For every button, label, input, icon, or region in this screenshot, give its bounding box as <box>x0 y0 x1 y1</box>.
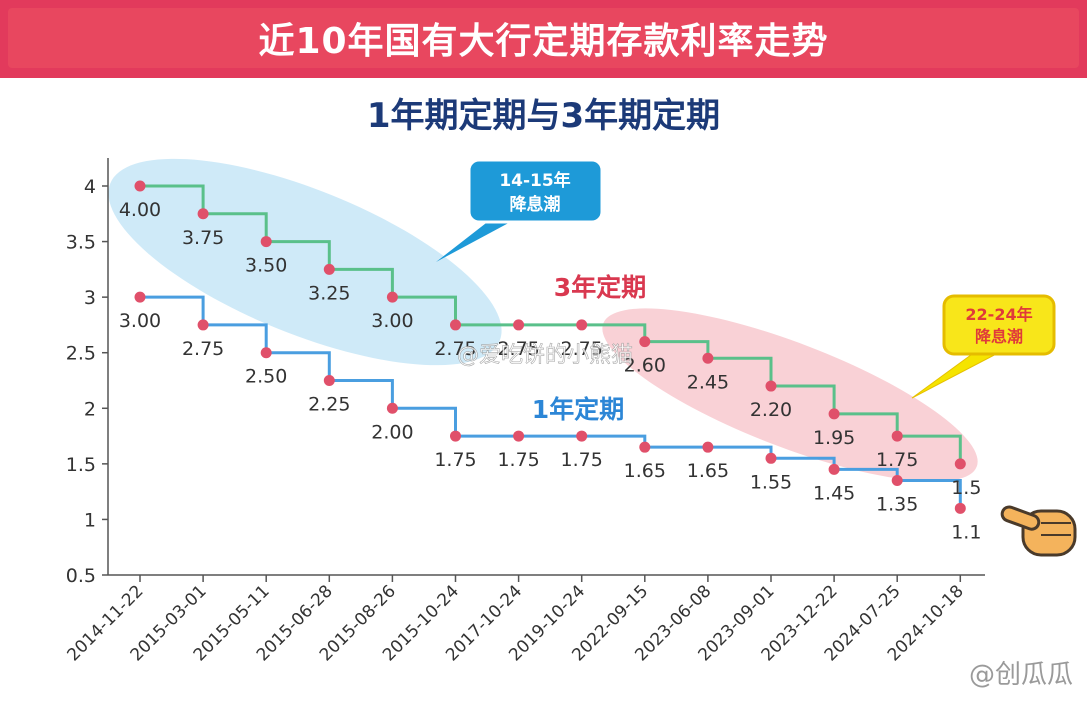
callout-pointer-2014 <box>436 220 514 262</box>
band-2022-2024 <box>602 308 978 482</box>
data-point <box>450 430 461 442</box>
data-point <box>450 319 461 331</box>
data-label: 2.75 <box>561 338 603 360</box>
data-point <box>134 180 146 192</box>
watermark-center-text: @爱吃饼的小熊猫 <box>457 343 633 368</box>
data-point <box>828 463 840 475</box>
data-label: 1.5 <box>951 477 981 499</box>
data-label: 1.55 <box>750 471 792 493</box>
watermark-center: @爱吃饼的小熊猫 <box>457 343 634 369</box>
pointing-hand-icon <box>1000 505 1077 557</box>
data-points <box>134 180 966 514</box>
data-point <box>386 402 398 414</box>
data-point <box>260 347 272 359</box>
data-label: 3.00 <box>371 310 413 332</box>
title-banner-inner: 近10年国有大行定期存款利率走势 <box>8 8 1079 68</box>
title-banner: 近10年国有大行定期存款利率走势 <box>0 0 1087 78</box>
data-point <box>197 319 209 331</box>
series-label-1yr: 1年定期 <box>532 395 624 424</box>
data-point <box>197 208 209 220</box>
data-point <box>513 319 525 331</box>
data-label: 2.45 <box>687 371 729 393</box>
callout-text-2014: 降息潮 <box>510 194 561 215</box>
data-point <box>702 441 714 453</box>
data-label: 2.75 <box>497 338 539 360</box>
data-label: 1.65 <box>687 460 729 482</box>
data-point <box>260 236 272 248</box>
data-point <box>323 375 335 386</box>
data-point <box>765 380 777 392</box>
data-point <box>513 430 525 442</box>
hand-finger <box>1000 505 1041 531</box>
callout-text-2022: 降息潮 <box>975 327 1023 346</box>
data-label: 4.00 <box>119 199 161 221</box>
data-point <box>639 336 651 348</box>
data-point <box>323 263 335 275</box>
y-tick-label: 2 <box>84 398 96 420</box>
data-label: 1.75 <box>561 449 603 471</box>
data-label: 3.00 <box>119 310 161 332</box>
watermark-corner: @创瓜瓜 <box>968 660 1073 690</box>
data-label: 1.75 <box>876 449 918 471</box>
data-point <box>639 441 651 453</box>
callout-text-2022: 22-24年 <box>965 305 1032 324</box>
data-label: 2.00 <box>371 421 413 443</box>
page-title: 近10年国有大行定期存款利率走势 <box>258 21 829 62</box>
data-label: 1.35 <box>876 494 918 516</box>
data-point <box>386 291 398 303</box>
y-tick-label: 2.5 <box>66 343 96 365</box>
data-point <box>576 319 588 331</box>
y-tick-label: 4 <box>84 176 96 198</box>
data-point <box>765 452 777 464</box>
callout-box-2014 <box>467 158 604 224</box>
data-label: 2.20 <box>750 399 792 421</box>
y-tick-label: 0.5 <box>66 565 96 587</box>
data-labels: 4.00 3.75 3.50 3.25 3.00 2.75 2.75 2.75 2.60 2.45… <box>119 199 982 543</box>
data-label: 3.75 <box>182 227 224 249</box>
data-point <box>828 408 840 420</box>
data-label: 1.1 <box>951 521 981 543</box>
data-label: 1.75 <box>497 449 539 471</box>
y-tick-label: 3.5 <box>66 232 96 254</box>
data-point <box>891 430 903 442</box>
callout-pointer-2022 <box>911 351 1001 399</box>
data-label: 1.95 <box>813 427 855 449</box>
data-label: 2.60 <box>624 355 666 377</box>
callout-text-2014: 14-15年 <box>499 170 570 191</box>
data-label: 2.75 <box>182 338 224 360</box>
y-tick-label: 1.5 <box>66 454 96 476</box>
chart-subtitle: 1年期定期与3年期定期 <box>366 96 721 136</box>
data-label: 2.50 <box>245 366 287 388</box>
data-point <box>891 475 903 487</box>
data-point <box>954 502 966 514</box>
data-point <box>134 291 146 303</box>
data-point <box>954 458 966 470</box>
data-label: 1.45 <box>813 482 855 504</box>
data-point <box>702 352 714 364</box>
y-tick-label: 3 <box>84 287 96 309</box>
data-point <box>576 430 588 442</box>
data-label: 1.75 <box>434 449 476 471</box>
callout-box-2022 <box>942 294 1056 356</box>
data-label: 2.75 <box>434 338 476 360</box>
data-label: 3.25 <box>308 282 350 304</box>
data-label: 1.65 <box>624 460 666 482</box>
data-label: 2.25 <box>308 394 350 416</box>
y-tick-label: 1 <box>84 509 96 531</box>
data-label: 3.50 <box>245 255 287 277</box>
series-label-3yr: 3年定期 <box>554 273 646 302</box>
